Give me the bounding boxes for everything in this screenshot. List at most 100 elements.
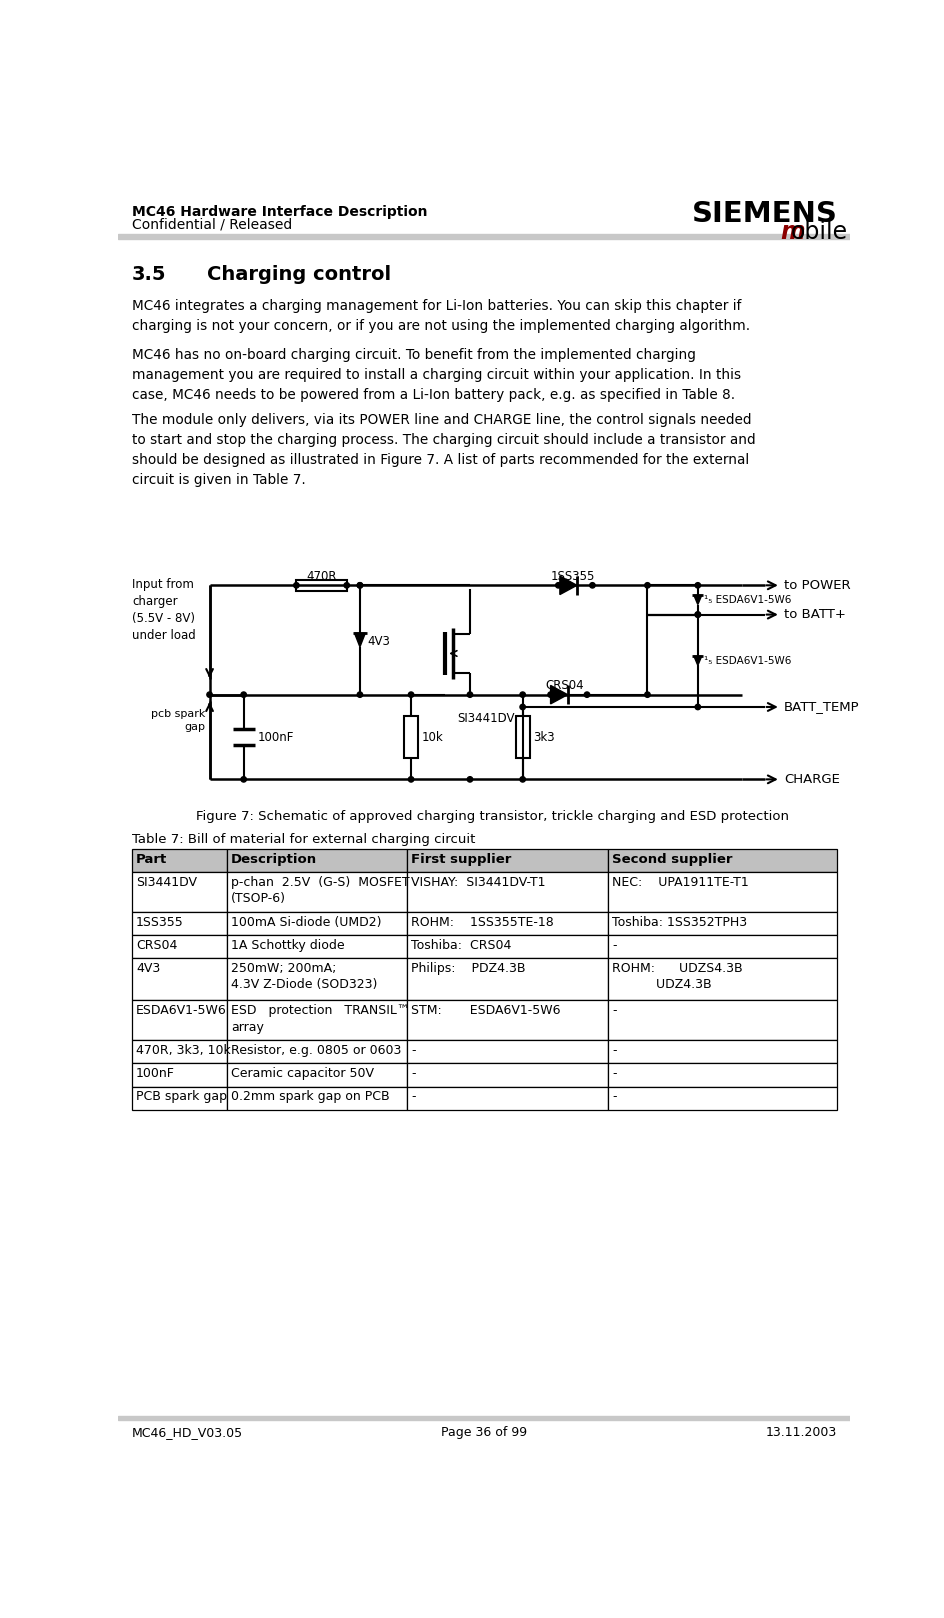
Polygon shape xyxy=(693,657,701,665)
Circle shape xyxy=(583,693,589,697)
Text: 3.5: 3.5 xyxy=(132,265,166,285)
Bar xyxy=(608,958,836,1000)
Bar xyxy=(407,1087,608,1110)
Bar xyxy=(228,1040,407,1063)
Circle shape xyxy=(357,582,362,587)
Bar xyxy=(228,1087,407,1110)
Text: Figure 7: Schematic of approved charging transistor, trickle charging and ESD pr: Figure 7: Schematic of approved charging… xyxy=(195,811,788,824)
Text: First supplier: First supplier xyxy=(411,853,511,866)
Text: -: - xyxy=(411,1044,415,1057)
Circle shape xyxy=(357,582,362,587)
Text: 100mA Si-diode (UMD2): 100mA Si-diode (UMD2) xyxy=(231,916,381,929)
Circle shape xyxy=(695,612,700,618)
Text: to BATT+: to BATT+ xyxy=(783,608,845,621)
Text: -: - xyxy=(612,1005,615,1018)
Text: 4V3: 4V3 xyxy=(136,961,160,976)
Text: 1SS355: 1SS355 xyxy=(550,570,595,582)
Bar xyxy=(228,1063,407,1087)
Text: Philips:    PDZ4.3B: Philips: PDZ4.3B xyxy=(411,961,525,976)
Bar xyxy=(608,913,836,935)
Text: Page 36 of 99: Page 36 of 99 xyxy=(441,1425,527,1438)
Text: m: m xyxy=(780,220,804,244)
Text: The module only delivers, via its POWER line and CHARGE line, the control signal: The module only delivers, via its POWER … xyxy=(132,413,755,487)
Bar xyxy=(228,935,407,958)
Text: ESD   protection   TRANSIL™
array: ESD protection TRANSIL™ array xyxy=(231,1005,409,1034)
Text: 10k: 10k xyxy=(421,730,443,744)
Text: 3k3: 3k3 xyxy=(533,730,554,744)
Circle shape xyxy=(408,777,413,781)
Bar xyxy=(132,1063,228,1087)
Bar xyxy=(132,1040,228,1063)
Bar xyxy=(228,913,407,935)
Polygon shape xyxy=(693,595,701,605)
Text: ¹₅ ESDA6V1-5W6: ¹₅ ESDA6V1-5W6 xyxy=(703,595,790,605)
Bar xyxy=(407,935,608,958)
Bar xyxy=(296,579,346,591)
Circle shape xyxy=(294,582,298,587)
Text: Table 7: Bill of material for external charging circuit: Table 7: Bill of material for external c… xyxy=(132,833,475,846)
Text: 0.2mm spark gap on PCB: 0.2mm spark gap on PCB xyxy=(231,1091,389,1103)
Text: NEC:    UPA1911TE-T1: NEC: UPA1911TE-T1 xyxy=(612,875,748,888)
Text: ESDA6V1-5W6: ESDA6V1-5W6 xyxy=(136,1005,227,1018)
Bar xyxy=(228,958,407,1000)
Text: 100nF: 100nF xyxy=(136,1068,175,1081)
Text: Charging control: Charging control xyxy=(207,265,391,285)
Circle shape xyxy=(466,777,472,781)
Bar xyxy=(407,1000,608,1040)
Text: -: - xyxy=(411,1068,415,1081)
Circle shape xyxy=(357,693,362,697)
Bar xyxy=(608,1040,836,1063)
Bar xyxy=(608,1063,836,1087)
Bar xyxy=(608,1000,836,1040)
Bar xyxy=(132,1000,228,1040)
Circle shape xyxy=(644,693,649,697)
Polygon shape xyxy=(354,633,365,647)
Text: ROHM:      UDZS4.3B
           UDZ4.3B: ROHM: UDZS4.3B UDZ4.3B xyxy=(612,961,742,992)
Circle shape xyxy=(344,582,349,587)
Circle shape xyxy=(695,582,700,587)
Circle shape xyxy=(241,693,246,697)
Text: pcb spark
gap: pcb spark gap xyxy=(151,709,206,731)
Bar xyxy=(608,872,836,913)
Text: MC46_HD_V03.05: MC46_HD_V03.05 xyxy=(132,1425,243,1438)
Text: CRS04: CRS04 xyxy=(545,680,583,693)
Bar xyxy=(132,872,228,913)
Text: STM:       ESDA6V1-5W6: STM: ESDA6V1-5W6 xyxy=(411,1005,560,1018)
Text: Input from
charger
(5.5V - 8V)
under load: Input from charger (5.5V - 8V) under loa… xyxy=(132,578,195,642)
Circle shape xyxy=(519,704,525,710)
Circle shape xyxy=(589,582,595,587)
Bar xyxy=(132,849,228,872)
Bar xyxy=(407,849,608,872)
Bar xyxy=(118,235,850,239)
Circle shape xyxy=(408,693,413,697)
Circle shape xyxy=(466,693,472,697)
Text: VISHAY:  SI3441DV-T1: VISHAY: SI3441DV-T1 xyxy=(411,875,545,888)
Text: -: - xyxy=(612,938,615,951)
Text: Part: Part xyxy=(136,853,167,866)
Bar xyxy=(407,872,608,913)
Text: Confidential / Released: Confidential / Released xyxy=(132,217,292,231)
Circle shape xyxy=(241,777,246,781)
Circle shape xyxy=(207,693,212,697)
Text: Toshiba: 1SS352TPH3: Toshiba: 1SS352TPH3 xyxy=(612,916,747,929)
Polygon shape xyxy=(559,576,577,594)
Bar xyxy=(132,958,228,1000)
Bar xyxy=(407,1063,608,1087)
Bar xyxy=(118,1416,850,1421)
Text: SI3441DV: SI3441DV xyxy=(136,875,196,888)
Circle shape xyxy=(519,693,525,697)
Text: ROHM:    1SS355TE-18: ROHM: 1SS355TE-18 xyxy=(411,916,553,929)
Bar xyxy=(132,935,228,958)
Text: -: - xyxy=(612,1068,615,1081)
Text: -: - xyxy=(612,1091,615,1103)
Bar xyxy=(407,913,608,935)
Text: Toshiba:  CRS04: Toshiba: CRS04 xyxy=(411,938,511,951)
Text: CHARGE: CHARGE xyxy=(783,773,839,786)
Text: MC46 integrates a charging management for Li-Ion batteries. You can skip this ch: MC46 integrates a charging management fo… xyxy=(132,299,750,333)
Circle shape xyxy=(519,777,525,781)
Bar xyxy=(228,1000,407,1040)
Text: p-chan  2.5V  (G-S)  MOSFET
(TSOP-6): p-chan 2.5V (G-S) MOSFET (TSOP-6) xyxy=(231,875,410,904)
Text: 470R, 3k3, 10k: 470R, 3k3, 10k xyxy=(136,1044,230,1057)
Text: MC46 has no on-board charging circuit. To benefit from the implemented charging
: MC46 has no on-board charging circuit. T… xyxy=(132,348,740,403)
Bar xyxy=(228,849,407,872)
